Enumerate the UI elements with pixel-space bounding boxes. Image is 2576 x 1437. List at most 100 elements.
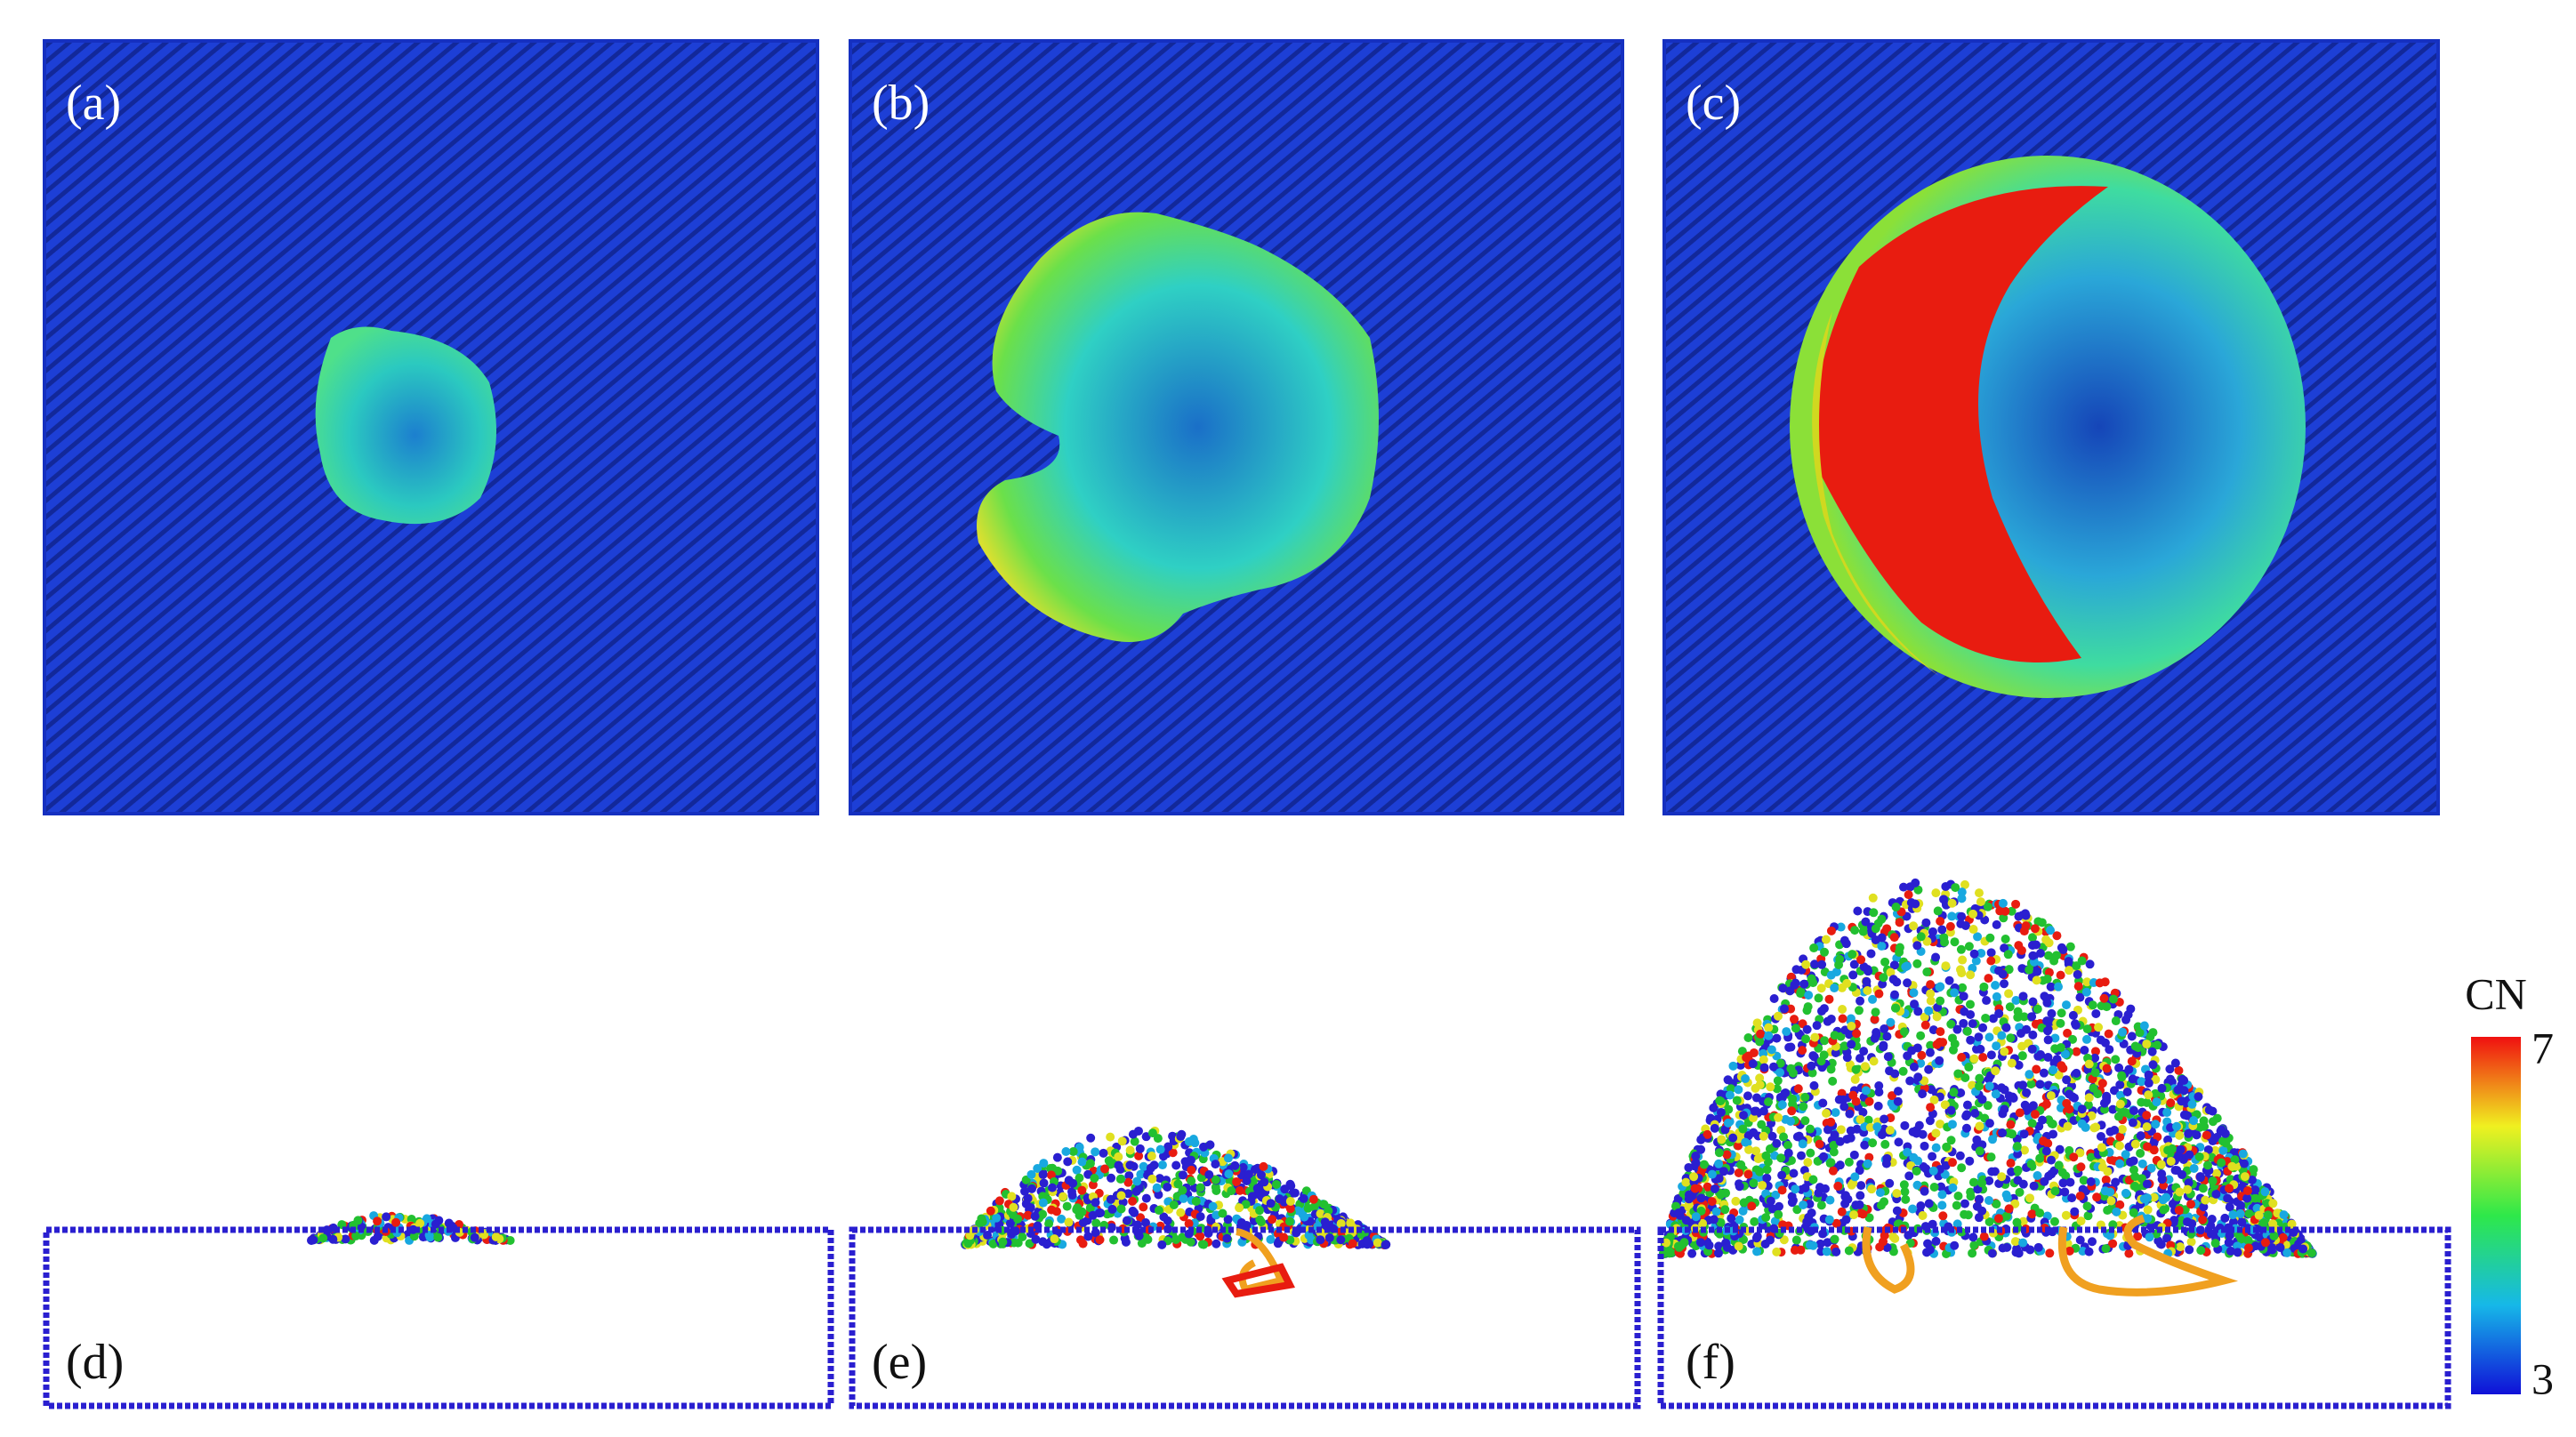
atom: [1987, 1167, 1997, 1176]
atom: [1751, 1233, 1761, 1243]
atom: [2247, 1175, 2257, 1184]
atom: [1889, 933, 1899, 943]
atom: [1974, 1032, 1984, 1042]
atom: [2042, 1016, 2052, 1026]
atom: [1759, 1055, 1768, 1064]
atom: [2035, 1080, 2045, 1089]
atom: [2124, 1248, 2134, 1258]
atom: [2130, 1172, 2140, 1182]
atom: [1801, 959, 1811, 969]
atom: [2025, 1245, 2035, 1255]
atom: [1971, 956, 1981, 966]
atom: [1083, 1232, 1093, 1241]
atom: [1788, 1068, 1798, 1078]
atom: [2041, 993, 2051, 1003]
atom: [307, 1235, 317, 1245]
atom: [1773, 1011, 1783, 1021]
atom: [1855, 1054, 1864, 1064]
atom: [1936, 1182, 1946, 1192]
atom: [1061, 1146, 1071, 1156]
atom: [1280, 1184, 1290, 1194]
atom: [1681, 1216, 1691, 1225]
atom: [2050, 1186, 2060, 1196]
atom: [1936, 916, 1945, 926]
colorbar: CN 7 3: [2465, 968, 2554, 1403]
atom: [1891, 1003, 1901, 1013]
atom: [1984, 1217, 1994, 1227]
atom: [1738, 1124, 1748, 1134]
atom: [1929, 1183, 1939, 1192]
atom: [2128, 1118, 2137, 1128]
atom: [2137, 1174, 2146, 1184]
atom: [1134, 1151, 1144, 1160]
atom: [2018, 1179, 2028, 1189]
atom: [1781, 1088, 1791, 1098]
atom: [2151, 1075, 2161, 1085]
atom: [1044, 1219, 1054, 1229]
atom: [1962, 1100, 1972, 1110]
atom: [1224, 1169, 1234, 1179]
atom: [1872, 1122, 1882, 1132]
atom: [1829, 1147, 1839, 1157]
atom: [1091, 1198, 1100, 1208]
atom: [1847, 1040, 1856, 1049]
atom: [2056, 1018, 2065, 1028]
atom: [1838, 1014, 1847, 1024]
atom: [1928, 1152, 1937, 1161]
atom: [1828, 1166, 1838, 1176]
atom: [1976, 1044, 1985, 1054]
atom: [2062, 1075, 2072, 1085]
atom: [1717, 1135, 1727, 1144]
atom: [1962, 1026, 1972, 1036]
atom: [2143, 1214, 2153, 1224]
atom: [1928, 1025, 1938, 1035]
atom: [1132, 1176, 1142, 1186]
atom: [2060, 1187, 2070, 1197]
atom: [1798, 1046, 1807, 1056]
atom: [1734, 1141, 1743, 1151]
atom: [2118, 1027, 2128, 1037]
atom: [1880, 1114, 1889, 1124]
atom: [1727, 1214, 1736, 1224]
atom: [2207, 1215, 2217, 1224]
atom: [2046, 926, 2056, 935]
atom: [2084, 1247, 2094, 1256]
atom: [1106, 1132, 1115, 1142]
atom: [1982, 996, 1992, 1006]
atom: [1810, 959, 1820, 969]
atom: [1800, 1116, 1810, 1126]
atom: [1792, 1205, 1802, 1215]
atom: [2137, 1159, 2147, 1168]
atom: [1960, 879, 1970, 889]
atom: [1710, 1184, 1719, 1193]
atom: [2102, 1091, 2112, 1101]
atom: [2085, 959, 2095, 969]
atom: [2065, 966, 2074, 975]
atom: [2014, 1248, 2024, 1258]
atom: [1957, 1053, 1967, 1063]
atom: [1782, 1027, 1791, 1037]
atom: [1921, 918, 1931, 927]
atom: [2041, 935, 2051, 944]
atom: [1826, 970, 1836, 980]
atom: [2177, 1096, 2186, 1106]
atom: [1154, 1190, 1163, 1200]
atom: [2194, 1092, 2203, 1102]
atom: [1959, 991, 1968, 1001]
atom: [1134, 1231, 1144, 1240]
atom: [2021, 921, 2031, 931]
atom: [2115, 1132, 2125, 1142]
atom: [1184, 1219, 1194, 1229]
atom: [1913, 1007, 1923, 1016]
atom: [1777, 1100, 1787, 1110]
atom: [1255, 1206, 1265, 1216]
atom: [1903, 1051, 1912, 1061]
atom: [1928, 927, 1937, 936]
atom: [2210, 1239, 2220, 1248]
atom: [1684, 1162, 1694, 1172]
atom: [1271, 1179, 1281, 1189]
atom: [2235, 1208, 2245, 1218]
atom: [1662, 1238, 1671, 1248]
atom: [2082, 977, 2092, 987]
atom: [1106, 1194, 1115, 1204]
